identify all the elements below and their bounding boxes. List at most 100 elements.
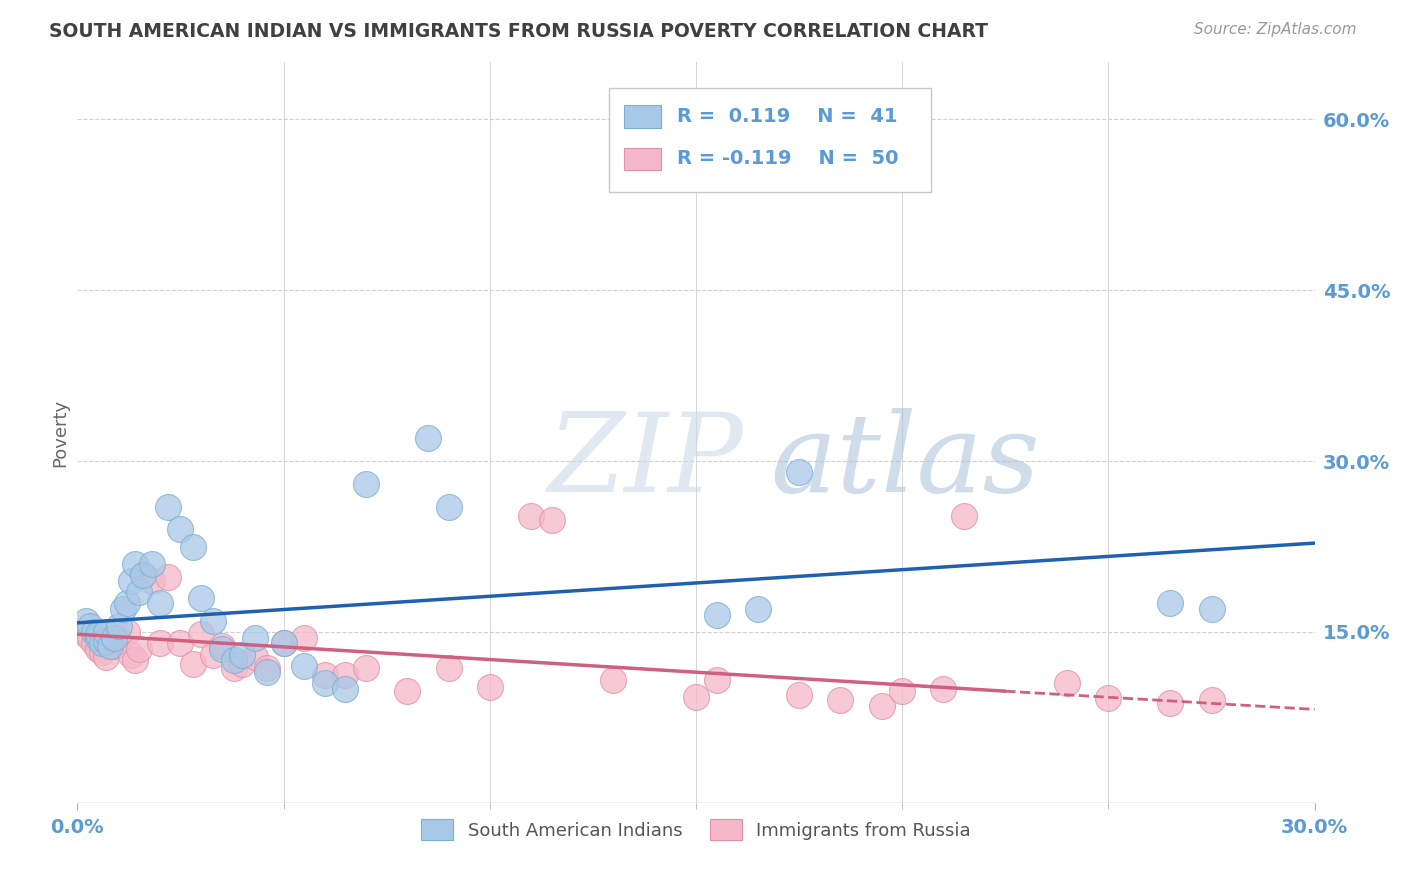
Point [124, 557, 146, 571]
Point [79, 619, 101, 633]
Point [141, 574, 163, 588]
Point [149, 636, 172, 650]
Point [437, 661, 460, 675]
Point [111, 602, 134, 616]
Point [231, 657, 253, 671]
Point [181, 657, 204, 671]
FancyBboxPatch shape [624, 105, 661, 128]
Point [169, 523, 191, 537]
Text: ZIP: ZIP [547, 409, 744, 516]
Point [157, 570, 180, 584]
Point [91, 631, 114, 645]
Point [202, 648, 225, 662]
Point [256, 661, 278, 675]
Point [107, 634, 129, 648]
Point [87, 642, 110, 657]
Point [107, 619, 129, 633]
Point [128, 642, 150, 657]
Legend: South American Indians, Immigrants from Russia: South American Indians, Immigrants from … [412, 811, 980, 849]
Y-axis label: Poverty: Poverty [51, 399, 69, 467]
Point [211, 639, 233, 653]
Point [1201, 693, 1223, 707]
Point [181, 540, 204, 554]
Point [335, 668, 357, 682]
Point [354, 661, 377, 675]
Point [157, 500, 180, 514]
Point [169, 636, 191, 650]
Point [132, 568, 155, 582]
Point [787, 466, 810, 480]
Point [211, 642, 233, 657]
Point [98, 639, 121, 653]
FancyBboxPatch shape [609, 88, 931, 192]
Point [190, 591, 212, 605]
Point [91, 645, 114, 659]
Point [98, 634, 121, 648]
Point [953, 508, 976, 523]
Point [83, 636, 105, 650]
Text: R = -0.119    N =  50: R = -0.119 N = 50 [678, 149, 898, 169]
Point [747, 602, 769, 616]
Point [1159, 696, 1181, 710]
Point [132, 568, 155, 582]
Point [830, 693, 852, 707]
Point [190, 627, 212, 641]
Point [87, 631, 110, 645]
Text: Source: ZipAtlas.com: Source: ZipAtlas.com [1194, 22, 1357, 37]
Point [314, 676, 336, 690]
Point [1056, 676, 1078, 690]
Point [602, 673, 624, 687]
Point [103, 631, 125, 645]
Point [243, 631, 266, 645]
Point [141, 557, 163, 571]
Point [273, 636, 295, 650]
Point [416, 431, 439, 445]
Text: atlas: atlas [770, 409, 1040, 516]
Point [706, 673, 728, 687]
Point [273, 636, 295, 650]
Point [314, 668, 336, 682]
Point [256, 665, 278, 679]
Point [96, 624, 118, 639]
Point [222, 653, 245, 667]
Point [79, 631, 101, 645]
Point [396, 684, 419, 698]
Point [222, 661, 245, 675]
Text: R =  0.119    N =  41: R = 0.119 N = 41 [678, 107, 898, 126]
Point [478, 680, 501, 694]
Point [243, 650, 266, 665]
Point [870, 698, 893, 713]
Point [335, 681, 357, 696]
Point [520, 508, 543, 523]
Point [891, 684, 914, 698]
Point [91, 636, 114, 650]
Point [75, 627, 97, 641]
Text: SOUTH AMERICAN INDIAN VS IMMIGRANTS FROM RUSSIA POVERTY CORRELATION CHART: SOUTH AMERICAN INDIAN VS IMMIGRANTS FROM… [49, 22, 988, 41]
Point [120, 648, 142, 662]
Point [231, 648, 253, 662]
Point [787, 688, 810, 702]
Point [1159, 597, 1181, 611]
Point [437, 500, 460, 514]
Point [354, 476, 377, 491]
Point [292, 659, 315, 673]
Point [83, 624, 105, 639]
Point [1097, 691, 1119, 706]
Point [87, 627, 110, 641]
Point [1201, 602, 1223, 616]
Point [124, 653, 146, 667]
Point [96, 650, 118, 665]
Point [128, 585, 150, 599]
Point [540, 513, 562, 527]
Point [706, 607, 728, 622]
Point [149, 597, 172, 611]
Point [120, 574, 142, 588]
Point [932, 681, 955, 696]
Point [202, 614, 225, 628]
Point [75, 614, 97, 628]
Point [103, 639, 125, 653]
Point [96, 634, 118, 648]
Point [685, 690, 707, 704]
Point [292, 631, 315, 645]
Point [115, 624, 138, 639]
